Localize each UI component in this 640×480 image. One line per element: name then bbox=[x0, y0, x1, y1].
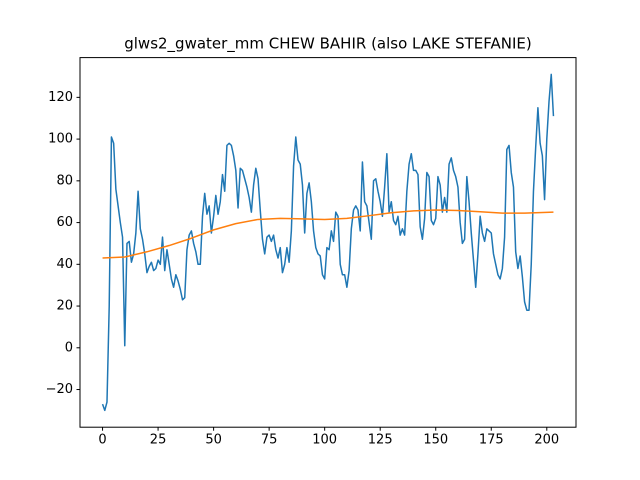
y-tick-label: 80 bbox=[56, 173, 73, 188]
x-tick-label: 50 bbox=[205, 433, 222, 448]
x-tick-label: 150 bbox=[423, 433, 448, 448]
chart-title: glws2_gwater_mm CHEW BAHIR (also LAKE ST… bbox=[124, 35, 532, 54]
x-tick-label: 200 bbox=[534, 433, 559, 448]
data-line bbox=[102, 209, 554, 259]
x-tick-label: 0 bbox=[98, 433, 106, 448]
x-tick-label: 175 bbox=[479, 433, 504, 448]
y-tick-label: 40 bbox=[56, 257, 73, 272]
x-tick-label: 125 bbox=[368, 433, 393, 448]
data-line bbox=[101, 73, 555, 412]
x-tick-label: 75 bbox=[261, 433, 278, 448]
x-tick-label: 25 bbox=[150, 433, 167, 448]
x-tick-label: 100 bbox=[312, 433, 337, 448]
y-tick-label: 60 bbox=[56, 215, 73, 230]
plot-frame bbox=[79, 57, 577, 428]
y-tick-label: 0 bbox=[65, 340, 73, 355]
y-tick-label: 120 bbox=[48, 90, 73, 105]
y-tick-label: −20 bbox=[46, 382, 73, 397]
y-tick-label: 100 bbox=[48, 132, 73, 147]
y-tick-label: 20 bbox=[56, 299, 73, 314]
